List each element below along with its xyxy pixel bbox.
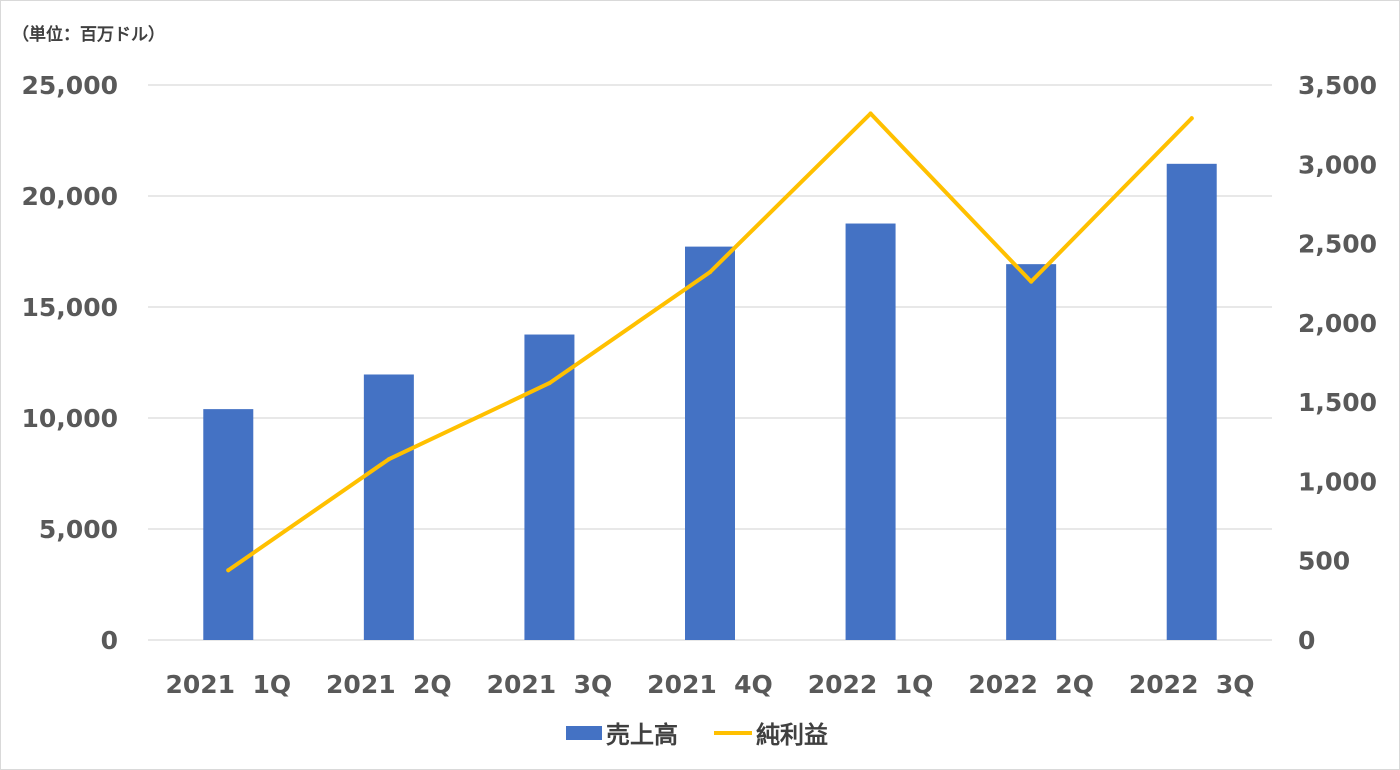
revenue-bar-6 (1166, 163, 1217, 640)
y-right-tick-2: 1,000 (1298, 467, 1377, 496)
unit-label: （単位：百万ドル） (12, 24, 165, 45)
revenue-bar-5 (1006, 264, 1057, 640)
revenue-bar-1 (363, 374, 414, 640)
legend-label-revenue: 売上高 (606, 721, 678, 749)
x-tick-4: 2022 1Q (808, 670, 934, 699)
revenue-bars (203, 163, 1217, 640)
y-right-tick-7: 3,500 (1298, 71, 1377, 100)
legend-swatch-revenue (566, 726, 602, 740)
y-left-tick-4: 20,000 (22, 182, 118, 211)
revenue-bar-2 (524, 334, 575, 640)
net-income-point-0 (226, 568, 231, 573)
revenue-bar-4 (845, 223, 896, 640)
x-tick-2: 2021 3Q (487, 670, 613, 699)
x-tick-3: 2021 4Q (647, 670, 773, 699)
y-right-tick-4: 2,000 (1298, 309, 1377, 338)
y-right-tick-5: 2,500 (1298, 230, 1377, 259)
left-axis-ticks: 0 5,000 10,000 15,000 20,000 25,000 (22, 71, 118, 655)
y-right-tick-6: 3,000 (1298, 150, 1377, 179)
y-left-tick-3: 15,000 (22, 293, 118, 322)
x-axis-ticks: 2021 1Q 2021 2Q 2021 3Q 2021 4Q 2022 1Q 2022 … (165, 670, 1254, 699)
revenue-bar-0 (203, 409, 254, 640)
x-tick-0: 2021 1Q (165, 670, 291, 699)
net-income-line (226, 111, 1194, 573)
y-left-tick-0: 0 (101, 626, 118, 655)
y-right-tick-3: 1,500 (1298, 388, 1377, 417)
y-left-tick-1: 5,000 (39, 515, 118, 544)
net-income-point-6 (1189, 116, 1194, 121)
legend: 売上高 純利益 (566, 721, 828, 749)
revenue-bar-3 (685, 246, 735, 640)
y-left-tick-5: 25,000 (22, 71, 118, 100)
y-right-tick-0: 0 (1298, 626, 1315, 655)
net-income-point-4 (868, 111, 873, 116)
net-income-point-1 (386, 457, 391, 462)
y-left-tick-2: 10,000 (22, 404, 118, 433)
net-income-point-2 (547, 381, 552, 386)
legend-label-net-income: 純利益 (756, 721, 828, 749)
x-tick-5: 2022 2Q (968, 670, 1094, 699)
gridlines (148, 84, 1272, 641)
x-tick-1: 2021 2Q (326, 670, 452, 699)
net-income-point-5 (1029, 279, 1034, 284)
x-tick-6: 2022 3Q (1129, 670, 1255, 699)
y-right-tick-1: 500 (1298, 547, 1350, 576)
right-axis-ticks: 0 500 1,000 1,500 2,000 2,500 3,000 3,500 (1298, 71, 1377, 655)
net-income-point-3 (708, 270, 712, 275)
